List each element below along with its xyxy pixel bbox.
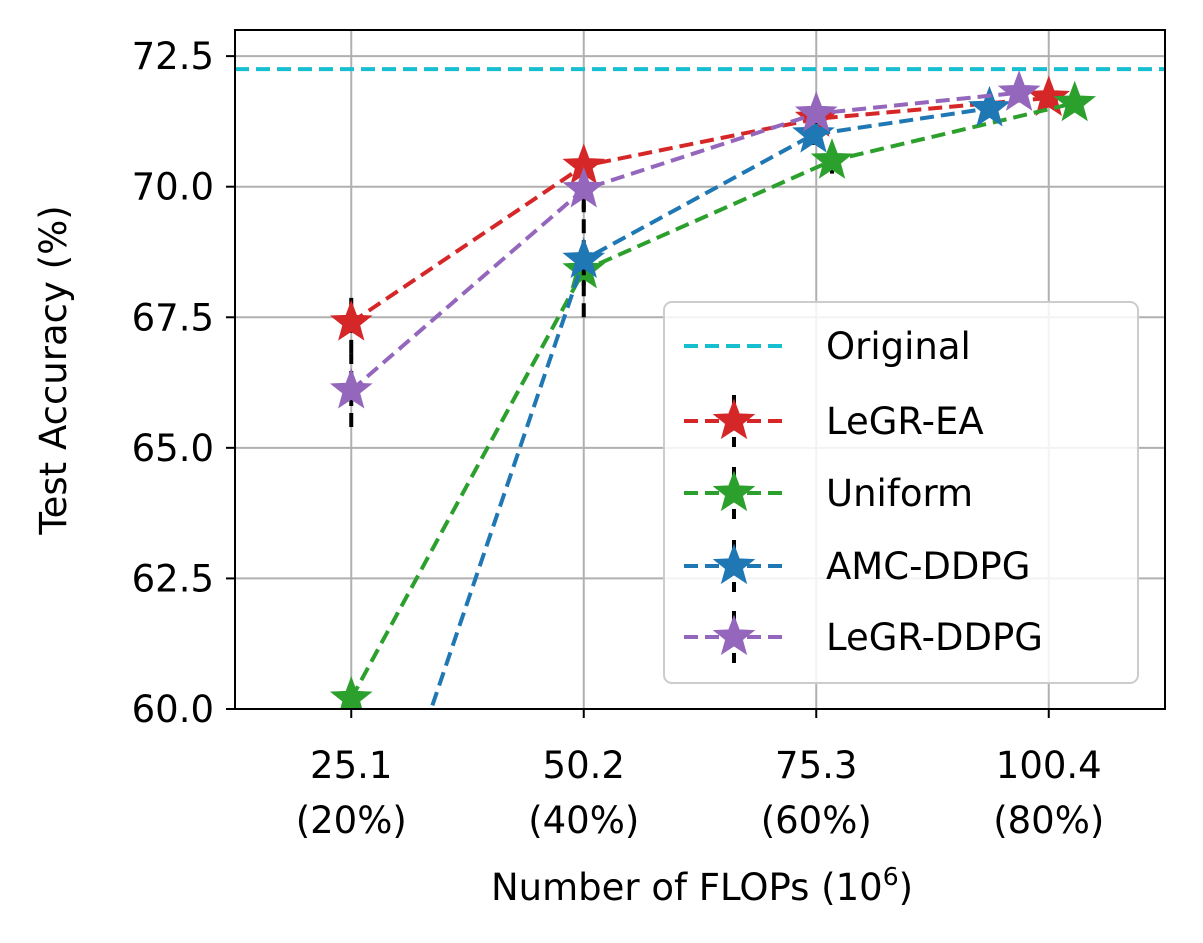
data-point-legr-ddpg [794, 91, 838, 132]
data-point-legr-ddpg [562, 166, 606, 208]
x-tick-percent-label: (80%) [993, 799, 1104, 842]
x-tick-percent-label: (20%) [296, 799, 407, 842]
data-point-amc-ddpg [792, 112, 835, 153]
axis-ticks: 25.1 (20%) 50.2 (40%) 75.3 (60%) 100.4 (80%) 60.… [132, 35, 1105, 842]
data-point-legr-ddpg [329, 367, 373, 409]
y-tick-label: 72.5 [132, 35, 214, 78]
x-tick-label: 75.3 [775, 744, 857, 787]
legend-swatch-marker-legr-ddpg [712, 614, 756, 656]
series-line-legr-ddpg [349, 90, 1020, 392]
data-point-uniform [810, 138, 854, 179]
data-point-uniform [1053, 80, 1097, 122]
data-point-legr-ea [329, 300, 373, 341]
series-line-uniform [349, 101, 1076, 700]
series-line-amc-ddpg [429, 106, 990, 709]
x-tick-label: 50.2 [543, 744, 625, 787]
legend-swatch-marker-legr-ea [712, 398, 756, 440]
legend-label-legr-ddpg: LeGR-DDPG [826, 616, 1043, 659]
y-tick-label: 70.0 [132, 166, 214, 209]
y-axis-label: Test Accuracy (%) [32, 205, 75, 535]
y-tick-label: 62.5 [132, 557, 214, 600]
data-point-amc-ddpg [562, 237, 606, 278]
legend-swatch-marker-amc-ddpg [712, 543, 756, 585]
series-line-legr-ea [350, 95, 1049, 325]
data-point-uniform [329, 676, 373, 709]
legend-frame [663, 301, 1139, 684]
legend: Original LeGR-EA Uniform AMC-DDPG LeGR-DDPG [663, 301, 1139, 684]
legend-label-original: Original [826, 325, 971, 368]
y-tick-label: 67.5 [132, 296, 214, 339]
x-tick-label: 100.4 [996, 744, 1102, 787]
x-axis-label: Number of FLOPs (106) [491, 862, 913, 909]
legend-swatch-marker-uniform [712, 470, 756, 512]
series-layer [235, 67, 1165, 709]
x-tick-percent-label: (40%) [528, 799, 639, 842]
legend-label-legr-ea: LeGR-EA [826, 400, 984, 443]
data-point-legr-ea [1027, 75, 1071, 117]
data-point-amc-ddpg [968, 85, 1011, 127]
legend-label-uniform: Uniform [826, 472, 973, 515]
y-tick-label: 65.0 [132, 427, 214, 470]
legend-label-amc-ddpg: AMC-DDPG [826, 545, 1030, 588]
x-tick-label: 25.1 [310, 744, 392, 787]
x-tick-percent-label: (60%) [761, 799, 872, 842]
y-tick-label: 60.0 [132, 688, 214, 731]
data-point-legr-ddpg [997, 70, 1041, 111]
plot-frame [234, 29, 1166, 710]
